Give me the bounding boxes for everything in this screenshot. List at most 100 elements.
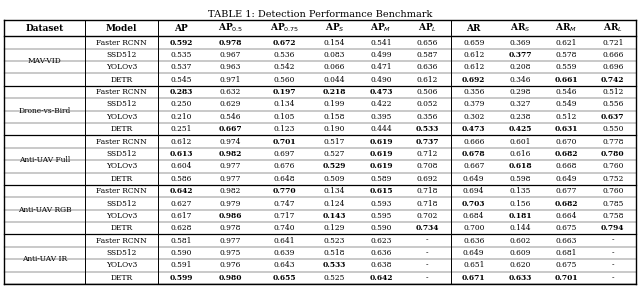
Text: 0.490: 0.490 [370,76,392,84]
Text: Faster RCNN: Faster RCNN [96,237,147,245]
Text: 0.181: 0.181 [508,212,532,220]
Text: SSD512: SSD512 [106,249,136,257]
Text: 0.536: 0.536 [273,51,295,59]
Text: 0.642: 0.642 [369,274,393,282]
Text: 0.129: 0.129 [324,224,345,232]
Text: 0.586: 0.586 [171,175,192,183]
Text: TABLE 1: Detection Performance Benchmark: TABLE 1: Detection Performance Benchmark [208,10,432,19]
Text: 0.633: 0.633 [508,274,532,282]
Text: 0.518: 0.518 [324,249,345,257]
Text: SSD512: SSD512 [106,200,136,208]
Text: 0.974: 0.974 [220,138,241,146]
Text: 0.154: 0.154 [324,39,346,47]
Text: 0.636: 0.636 [417,63,438,71]
Text: 0.527: 0.527 [324,150,345,158]
Text: 0.758: 0.758 [602,212,623,220]
Text: AR$_L$: AR$_L$ [603,22,623,35]
Text: 0.675: 0.675 [556,224,577,232]
Text: 0.066: 0.066 [324,63,345,71]
Text: 0.523: 0.523 [324,237,345,245]
Text: 0.666: 0.666 [463,138,484,146]
Text: Faster RCNN: Faster RCNN [96,88,147,96]
Text: 0.537: 0.537 [171,63,192,71]
Text: 0.425: 0.425 [508,125,532,133]
Text: 0.661: 0.661 [555,76,579,84]
Text: 0.780: 0.780 [601,150,625,158]
Text: YOLOv3: YOLOv3 [106,63,137,71]
Text: SSD512: SSD512 [106,101,136,109]
Text: 0.379: 0.379 [463,101,484,109]
Text: 0.556: 0.556 [602,101,623,109]
Text: 0.197: 0.197 [273,88,296,96]
Text: 0.977: 0.977 [220,237,241,245]
Text: AP$_{0.5}$: AP$_{0.5}$ [218,22,243,35]
Text: 0.598: 0.598 [509,175,531,183]
Text: -: - [612,237,614,245]
Text: 0.643: 0.643 [273,262,295,270]
Text: 0.590: 0.590 [371,224,392,232]
Text: 0.612: 0.612 [463,51,484,59]
Text: 0.473: 0.473 [369,88,393,96]
Text: 0.158: 0.158 [324,113,345,121]
Text: -: - [612,249,614,257]
Text: 0.083: 0.083 [324,51,345,59]
Text: 0.649: 0.649 [463,175,484,183]
Text: 0.656: 0.656 [417,39,438,47]
Text: 0.628: 0.628 [171,224,192,232]
Text: YOLOv3: YOLOv3 [106,113,137,121]
Text: Faster RCNN: Faster RCNN [96,138,147,146]
Text: 0.701: 0.701 [555,274,579,282]
Text: 0.369: 0.369 [509,39,531,47]
Text: 0.975: 0.975 [220,249,241,257]
Text: 0.642: 0.642 [170,187,193,195]
Text: 0.327: 0.327 [509,101,531,109]
Text: 0.740: 0.740 [273,224,295,232]
Text: 0.666: 0.666 [602,51,623,59]
Text: 0.250: 0.250 [171,101,192,109]
Text: DETR: DETR [110,274,132,282]
Text: 0.602: 0.602 [509,237,531,245]
Text: AP$_M$: AP$_M$ [371,22,392,35]
Text: 0.675: 0.675 [556,262,577,270]
Text: 0.977: 0.977 [220,162,241,170]
Text: 0.283: 0.283 [170,88,193,96]
Text: 0.444: 0.444 [370,125,392,133]
Text: 0.595: 0.595 [371,212,392,220]
Text: 0.982: 0.982 [220,187,241,195]
Text: 0.298: 0.298 [509,88,531,96]
Text: 0.971: 0.971 [220,76,241,84]
Text: 0.676: 0.676 [273,162,295,170]
Text: 0.620: 0.620 [509,262,531,270]
Text: 0.976: 0.976 [220,262,241,270]
Text: 0.592: 0.592 [170,39,193,47]
Text: MAV-VID: MAV-VID [28,57,61,65]
Text: 0.712: 0.712 [417,150,438,158]
Text: 0.623: 0.623 [371,237,392,245]
Text: 0.471: 0.471 [370,63,392,71]
Text: YOLOv3: YOLOv3 [106,212,137,220]
Text: 0.123: 0.123 [273,125,295,133]
Text: 0.692: 0.692 [417,175,438,183]
Text: Faster RCNN: Faster RCNN [96,39,147,47]
Text: 0.581: 0.581 [171,237,192,245]
Text: 0.616: 0.616 [509,150,531,158]
Text: 0.678: 0.678 [462,150,486,158]
Text: 0.535: 0.535 [171,51,192,59]
Text: 0.356: 0.356 [417,113,438,121]
Text: 0.509: 0.509 [324,175,345,183]
Text: 0.785: 0.785 [602,200,623,208]
Text: AP$_{0.75}$: AP$_{0.75}$ [269,22,298,35]
Text: Dataset: Dataset [25,24,63,33]
Text: 0.649: 0.649 [463,249,484,257]
Text: 0.190: 0.190 [324,125,345,133]
Text: 0.612: 0.612 [463,63,484,71]
Text: 0.636: 0.636 [463,237,484,245]
Text: 0.631: 0.631 [555,125,578,133]
Text: 0.618: 0.618 [508,162,532,170]
Text: 0.613: 0.613 [170,150,193,158]
Text: 0.701: 0.701 [272,138,296,146]
Text: 0.238: 0.238 [509,113,531,121]
Text: 0.982: 0.982 [219,150,243,158]
Text: 0.734: 0.734 [415,224,439,232]
Text: 0.747: 0.747 [273,200,295,208]
